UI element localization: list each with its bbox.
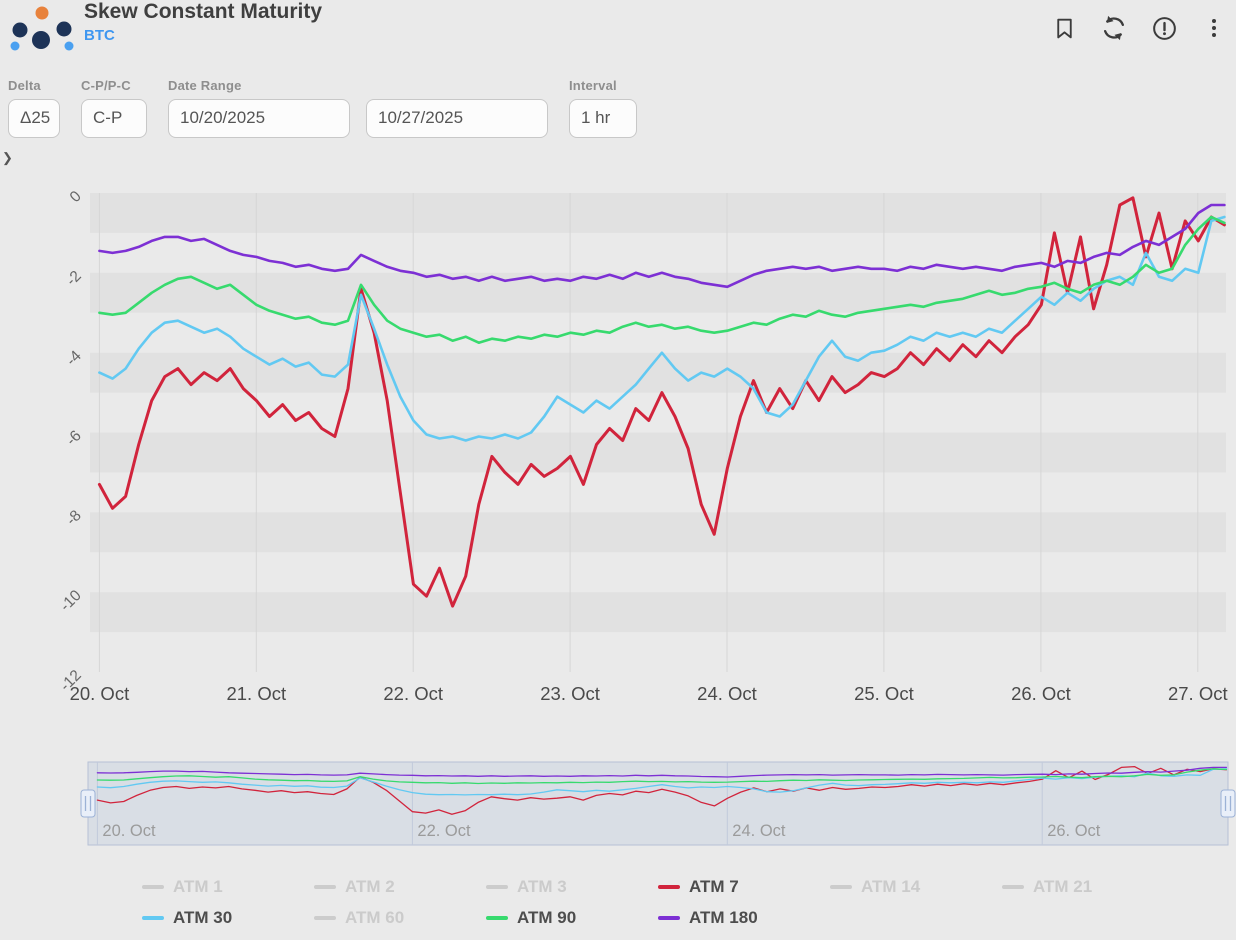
alert-icon[interactable] xyxy=(1148,12,1180,44)
legend-item-atm-3[interactable]: ATM 3 xyxy=(486,876,658,898)
app-logo[interactable] xyxy=(8,3,78,55)
interval-label: Interval xyxy=(569,78,617,93)
legend-label: ATM 7 xyxy=(689,877,739,896)
svg-text:20. Oct: 20. Oct xyxy=(102,822,156,840)
start-date-input[interactable]: 10/20/2025 xyxy=(168,99,350,138)
delta-select[interactable]: Δ25 xyxy=(8,99,60,138)
legend-label: ATM 90 xyxy=(517,908,577,927)
legend-item-atm-30[interactable]: ATM 30 xyxy=(142,907,314,929)
svg-text:21. Oct: 21. Oct xyxy=(226,683,286,704)
legend-item-atm-14[interactable]: ATM 14 xyxy=(830,876,1002,898)
asset-label[interactable]: BTC xyxy=(84,27,115,44)
legend-label: ATM 2 xyxy=(345,877,395,896)
svg-text:22. Oct: 22. Oct xyxy=(383,683,443,704)
legend-item-atm-7[interactable]: ATM 7 xyxy=(658,876,830,898)
svg-text:25. Oct: 25. Oct xyxy=(854,683,914,704)
svg-text:-10: -10 xyxy=(57,587,85,615)
chart-legend: ATM 1 ATM 2 ATM 3 ATM 7 ATM 14 ATM 21 ATM 30 AT… xyxy=(142,876,1174,929)
end-date-input[interactable]: 10/27/2025 xyxy=(366,99,548,138)
svg-text:24. Oct: 24. Oct xyxy=(697,683,757,704)
svg-text:20. Oct: 20. Oct xyxy=(70,683,130,704)
legend-item-atm-60[interactable]: ATM 60 xyxy=(314,907,486,929)
legend-label: ATM 21 xyxy=(1033,877,1093,896)
legend-marker xyxy=(142,885,164,889)
svg-text:-6: -6 xyxy=(63,427,85,449)
svg-text:23. Oct: 23. Oct xyxy=(540,683,600,704)
legend-label: ATM 180 xyxy=(689,908,758,927)
refresh-icon[interactable] xyxy=(1098,12,1130,44)
legend-marker xyxy=(314,885,336,889)
svg-text:-4: -4 xyxy=(63,347,85,369)
cp-label: C-P/P-C xyxy=(81,78,131,93)
legend-item-atm-21[interactable]: ATM 21 xyxy=(1002,876,1174,898)
date-range-group: Date Range 10/20/2025 10/27/2025 xyxy=(168,78,548,138)
interval-select[interactable]: 1 hr xyxy=(569,99,637,138)
legend-item-atm-180[interactable]: ATM 180 xyxy=(658,907,830,929)
legend-item-atm-90[interactable]: ATM 90 xyxy=(486,907,658,929)
legend-marker xyxy=(830,885,852,889)
legend-marker xyxy=(142,916,164,920)
date-range-label: Date Range xyxy=(168,78,242,93)
legend-marker xyxy=(658,916,680,920)
delta-label: Delta xyxy=(8,78,41,93)
cp-filter-group: C-P/P-C C-P xyxy=(81,78,147,138)
svg-text:24. Oct: 24. Oct xyxy=(732,822,786,840)
legend-label: ATM 3 xyxy=(517,877,567,896)
legend-item-atm-2[interactable]: ATM 2 xyxy=(314,876,486,898)
filter-bar: Delta Δ25 C-P/P-C C-P Date Range 10/20/2… xyxy=(8,78,637,138)
svg-text:-8: -8 xyxy=(63,507,85,529)
svg-text:26. Oct: 26. Oct xyxy=(1011,683,1071,704)
svg-text:26. Oct: 26. Oct xyxy=(1047,822,1101,840)
page-title: Skew Constant Maturity xyxy=(84,0,323,23)
chart-navigator[interactable]: 20. Oct 22. Oct 24. Oct 26. Oct xyxy=(0,752,1236,850)
svg-text:-2: -2 xyxy=(63,268,85,290)
svg-text:27. Oct: 27. Oct xyxy=(1168,683,1228,704)
interval-filter-group: Interval 1 hr xyxy=(569,78,637,138)
header-actions xyxy=(1048,12,1230,44)
legend-label: ATM 60 xyxy=(345,908,405,927)
legend-label: ATM 30 xyxy=(173,908,233,927)
header: Skew Constant Maturity BTC xyxy=(84,0,322,44)
logo-dots-icon xyxy=(10,6,74,51)
svg-text:0: 0 xyxy=(67,188,85,206)
bookmark-icon[interactable] xyxy=(1048,12,1080,44)
kebab-menu-icon[interactable] xyxy=(1198,12,1230,44)
legend-label: ATM 14 xyxy=(861,877,921,896)
legend-marker xyxy=(658,885,680,889)
legend-marker xyxy=(486,885,508,889)
legend-marker xyxy=(486,916,508,920)
svg-text:22. Oct: 22. Oct xyxy=(417,822,471,840)
legend-label: ATM 1 xyxy=(173,877,223,896)
legend-marker xyxy=(314,916,336,920)
delta-filter-group: Delta Δ25 xyxy=(8,78,60,138)
legend-marker xyxy=(1002,885,1024,889)
cp-select[interactable]: C-P xyxy=(81,99,147,138)
panel-expander-icon[interactable]: ❯ xyxy=(2,150,13,165)
skew-constant-maturity-chart[interactable]: 20. Oct 21. Oct 22. Oct 23. Oct 24. Oct 25. O… xyxy=(0,170,1236,730)
legend-item-atm-1[interactable]: ATM 1 xyxy=(142,876,314,898)
